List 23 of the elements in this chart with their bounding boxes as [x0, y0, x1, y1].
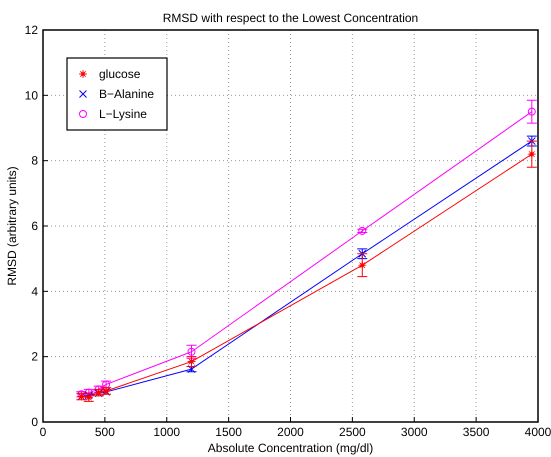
- point: [188, 365, 196, 374]
- y-axis-title: RMSD (arbitrary units): [5, 166, 19, 286]
- x-tick-label: 4000: [524, 425, 551, 439]
- x-tick-label: 0: [40, 425, 47, 439]
- y-tick-label: 0: [31, 415, 38, 429]
- x-tick-label: 2500: [339, 425, 366, 439]
- legend-label: L−Lysine: [99, 107, 148, 121]
- x-axis-title: Absolute Concentration (mg/dl): [208, 441, 374, 455]
- x-tick-label: 3500: [462, 425, 490, 439]
- y-tick-label: 6: [31, 219, 38, 233]
- legend-label: glucose: [99, 67, 141, 81]
- legend-label: B−Alanine: [99, 87, 154, 101]
- chart-title: RMSD with respect to the Lowest Concentration: [162, 11, 418, 25]
- x-tick-label: 1000: [153, 425, 180, 439]
- y-tick-label: 2: [31, 350, 38, 364]
- y-tick-label: 10: [24, 88, 38, 102]
- x-tick-label: 3000: [400, 425, 428, 439]
- y-tick-label: 4: [31, 284, 38, 298]
- y-tick-label: 12: [24, 23, 38, 37]
- y-tick-label: 8: [31, 154, 38, 168]
- x-tick-label: 1500: [215, 425, 242, 439]
- x-tick-label: 500: [94, 425, 116, 439]
- x-tick-label: 2000: [277, 425, 304, 439]
